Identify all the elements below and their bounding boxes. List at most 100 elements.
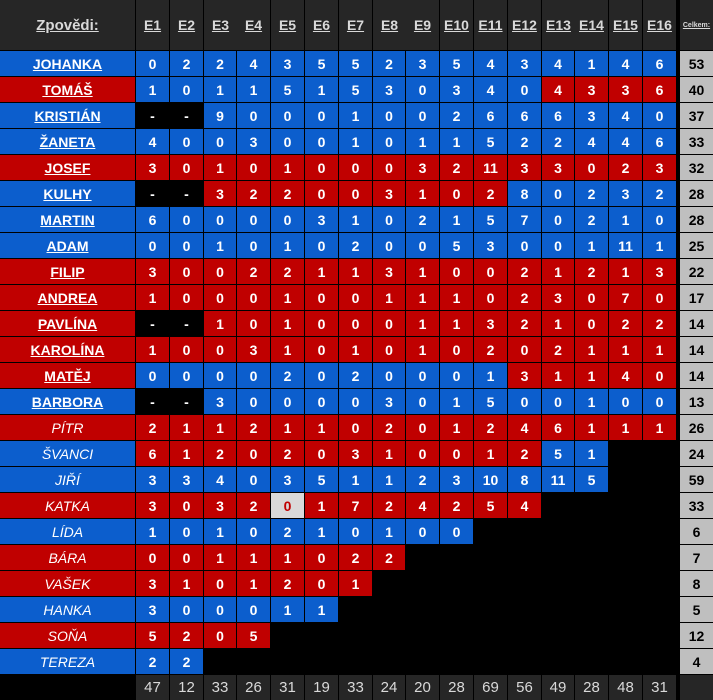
table-cell: 1 <box>542 363 574 388</box>
table-cell: 0 <box>542 233 574 258</box>
episode-header: E5 <box>271 0 304 50</box>
table-cell: 0 <box>204 623 236 648</box>
row-name: JOHANKA <box>0 51 135 76</box>
table-cell: 1 <box>305 259 338 284</box>
row-name: KAROLÍNA <box>0 337 135 362</box>
table-cell: 0 <box>406 389 439 414</box>
table-cell: 5 <box>271 77 304 102</box>
table-cell: 0 <box>237 441 270 466</box>
table-cell: 1 <box>575 441 608 466</box>
table-cell: 1 <box>136 77 169 102</box>
table-cell: 6 <box>508 103 541 128</box>
table-cell <box>575 649 608 674</box>
table-cell: 6 <box>542 415 574 440</box>
table-cell: 1 <box>440 207 473 232</box>
table-cell <box>542 493 574 518</box>
table-cell <box>508 597 541 622</box>
table-cell: 0 <box>339 415 372 440</box>
table-cell: 3 <box>643 155 676 180</box>
table-cell <box>508 519 541 544</box>
table-cell: 3 <box>542 285 574 310</box>
table-cell: 0 <box>305 181 338 206</box>
total-header: Celkem: <box>680 0 713 50</box>
table-cell: 0 <box>237 233 270 258</box>
table-cell: 0 <box>305 233 338 258</box>
episode-sum: 31 <box>271 675 304 700</box>
table-cell: 4 <box>609 129 642 154</box>
table-cell: 1 <box>237 545 270 570</box>
table-cell: 3 <box>237 129 270 154</box>
table-cell: 0 <box>170 597 203 622</box>
table-cell: 4 <box>609 103 642 128</box>
table-cell: 0 <box>136 545 169 570</box>
table-cell <box>440 623 473 648</box>
table-cell: 2 <box>237 415 270 440</box>
table-cell: 1 <box>305 519 338 544</box>
table-cell: 1 <box>305 493 338 518</box>
table-cell: 3 <box>136 467 169 492</box>
episode-sum: 48 <box>609 675 642 700</box>
table-cell: 1 <box>609 259 642 284</box>
table-cell: 0 <box>170 259 203 284</box>
table-cell: 0 <box>305 155 338 180</box>
table-cell: 11 <box>609 233 642 258</box>
row-total: 24 <box>680 441 713 466</box>
table-cell: 8 <box>508 467 541 492</box>
table-cell: 2 <box>373 545 405 570</box>
row-name: VAŠEK <box>0 571 135 596</box>
table-cell <box>440 545 473 570</box>
table-cell: 2 <box>271 441 304 466</box>
table-cell <box>643 623 676 648</box>
table-cell: 1 <box>542 311 574 336</box>
table-cell: 0 <box>406 415 439 440</box>
table-cell: 1 <box>609 207 642 232</box>
table-cell: 0 <box>339 285 372 310</box>
table-cell: 2 <box>339 363 372 388</box>
table-cell: 0 <box>474 285 507 310</box>
table-cell: 1 <box>406 259 439 284</box>
row-total: 7 <box>680 545 713 570</box>
table-cell: - <box>170 103 203 128</box>
table-cell: 1 <box>204 233 236 258</box>
table-cell: 0 <box>237 155 270 180</box>
table-cell: 1 <box>204 545 236 570</box>
row-name: PÍTR <box>0 415 135 440</box>
table-cell: - <box>136 103 169 128</box>
row-total: 53 <box>680 51 713 76</box>
table-cell <box>575 597 608 622</box>
table-cell <box>474 649 507 674</box>
table-cell: 2 <box>508 441 541 466</box>
table-cell: 0 <box>508 233 541 258</box>
table-cell: 0 <box>440 181 473 206</box>
table-cell <box>406 649 439 674</box>
table-cell: 0 <box>204 571 236 596</box>
table-cell: 5 <box>440 233 473 258</box>
episode-sum: 47 <box>136 675 169 700</box>
table-cell: 3 <box>136 493 169 518</box>
table-cell: - <box>136 389 169 414</box>
table-cell: - <box>170 311 203 336</box>
table-cell: 0 <box>339 311 372 336</box>
table-cell: 0 <box>305 389 338 414</box>
table-cell: 5 <box>305 467 338 492</box>
table-cell: 2 <box>271 519 304 544</box>
table-cell: 5 <box>474 129 507 154</box>
table-cell: 3 <box>406 51 439 76</box>
table-cell <box>508 545 541 570</box>
table-cell: 2 <box>271 363 304 388</box>
table-cell: 0 <box>373 233 405 258</box>
table-cell: 0 <box>373 311 405 336</box>
row-name: LÍDA <box>0 519 135 544</box>
table-cell <box>575 571 608 596</box>
table-cell <box>339 649 372 674</box>
table-cell: 11 <box>542 467 574 492</box>
table-cell: 1 <box>440 415 473 440</box>
table-cell: 0 <box>406 77 439 102</box>
row-total: 4 <box>680 649 713 674</box>
table-cell: 3 <box>406 155 439 180</box>
table-cell: 0 <box>170 155 203 180</box>
table-cell: 0 <box>305 545 338 570</box>
table-cell: 0 <box>271 389 304 414</box>
row-name: KRISTIÁN <box>0 103 135 128</box>
row-total: 37 <box>680 103 713 128</box>
